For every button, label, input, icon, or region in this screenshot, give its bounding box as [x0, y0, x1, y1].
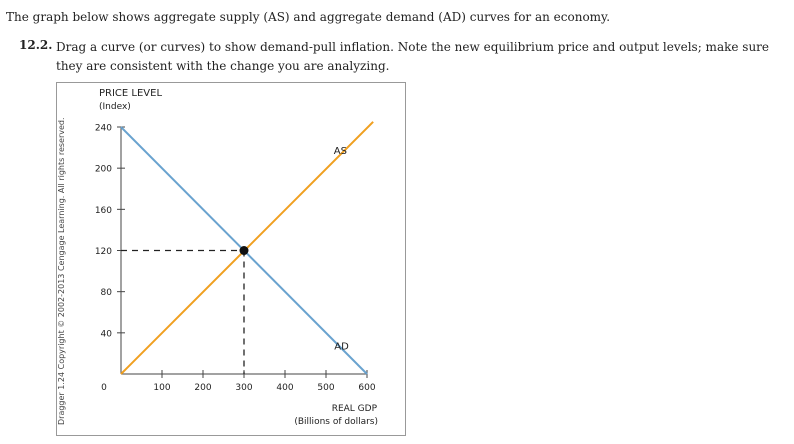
y-tick-label: 160 — [95, 206, 112, 216]
y-tick-label: 240 — [95, 124, 112, 134]
y-axis-label-line2: (Index) — [99, 102, 131, 112]
chart-svg: 40 80 120 160 200 240 100 200 300 400 500 600 0 AS AD… — [95, 88, 378, 427]
x-axis-label-line2: (Billions of dollars) — [294, 417, 378, 427]
x-tick-label: 500 — [317, 383, 334, 393]
y-tick-label: 120 — [95, 247, 112, 257]
question-text: Drag a curve (or curves) to show demand-… — [56, 40, 770, 73]
intro-text: The graph below shows aggregate supply (… — [6, 10, 611, 24]
graph-panel: 40 80 120 160 200 240 100 200 300 400 500 600 0 AS AD… — [56, 82, 406, 436]
x-tick-label: 600 — [358, 383, 375, 393]
x-tick-label: 200 — [194, 383, 211, 393]
y-tick-label: 80 — [101, 288, 113, 298]
y-tick-label: 200 — [95, 165, 112, 175]
origin-label: 0 — [101, 383, 107, 393]
ad-curve-label: AD — [334, 341, 349, 352]
y-tick-label: 40 — [101, 329, 113, 339]
x-tick-label: 400 — [276, 383, 293, 393]
question-number: 12.2. — [19, 38, 53, 52]
x-tick-label: 100 — [153, 383, 170, 393]
equilibrium-point — [239, 246, 249, 255]
copyright-text: Dragger 1.24 Copyright © 2002-2013 Cenga… — [57, 117, 66, 425]
as-curve-label: AS — [334, 146, 347, 157]
y-axis-label-line1: PRICE LEVEL — [99, 88, 162, 99]
x-axis-label-line1: REAL GDP — [332, 404, 378, 414]
x-tick-label: 300 — [235, 383, 252, 393]
